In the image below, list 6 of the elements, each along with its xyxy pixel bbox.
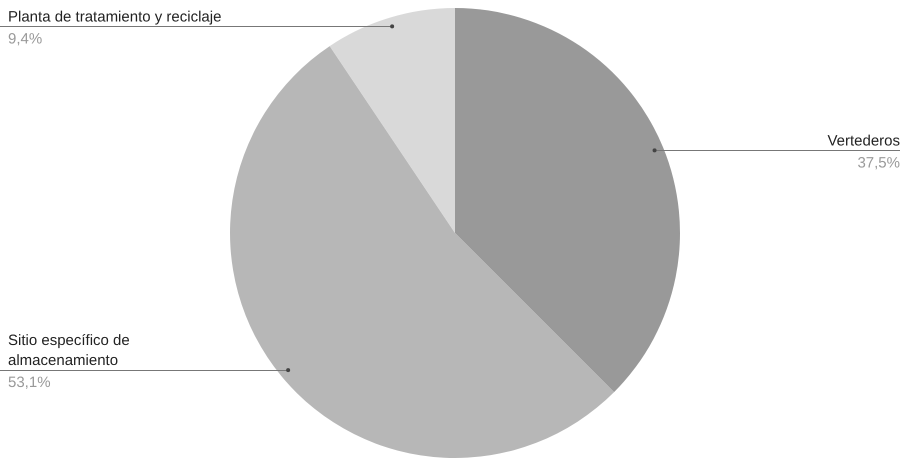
slice-label: Planta de tratamiento y reciclaje (8, 8, 222, 26)
slice-label: Sitio específico de almacenamiento (8, 332, 130, 370)
data-label: 37,5% (857, 154, 900, 172)
data-label: 53,1% (8, 374, 51, 392)
data-label: 9,4% (8, 30, 42, 48)
slice-label: Vertederos (827, 132, 900, 150)
